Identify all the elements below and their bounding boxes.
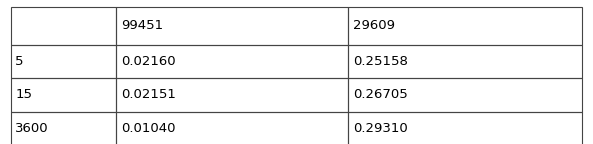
Text: 5: 5: [15, 55, 24, 68]
Text: 15: 15: [15, 88, 33, 102]
Text: 0.29310: 0.29310: [353, 122, 407, 135]
Text: 0.25158: 0.25158: [353, 55, 407, 68]
Text: 3600: 3600: [15, 122, 49, 135]
Text: 99451: 99451: [121, 19, 163, 32]
Text: 29609: 29609: [353, 19, 395, 32]
Text: 0.01040: 0.01040: [121, 122, 176, 135]
Text: 0.26705: 0.26705: [353, 88, 407, 102]
Text: 0.02160: 0.02160: [121, 55, 176, 68]
Text: 0.02151: 0.02151: [121, 88, 176, 102]
